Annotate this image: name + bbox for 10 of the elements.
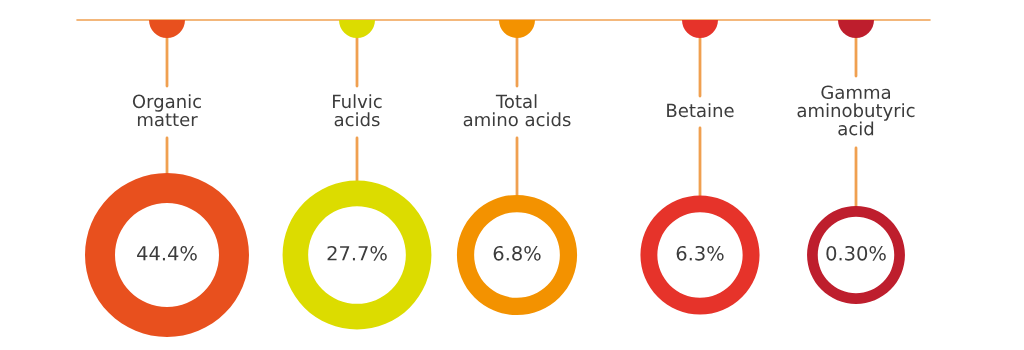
data-label: 6.3% [676,245,724,261]
category-label: Organic matter [132,94,201,127]
data-label: 6.8% [493,245,541,261]
category-label: Gamma aminobutyric acid [797,85,915,136]
data-label: 44.4% [137,245,197,261]
data-label: 0.30% [826,245,886,261]
category-label: Fulvic acids [333,94,382,127]
category-label: Betaine [667,103,734,118]
data-label: 27.7% [327,245,387,261]
category-label: Total amino acids [463,94,571,127]
